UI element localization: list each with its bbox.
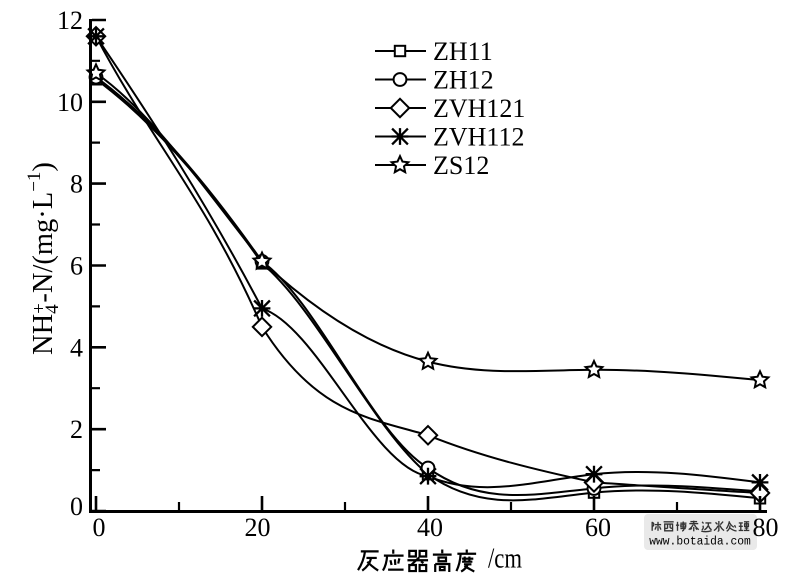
svg-text:2: 2 bbox=[70, 415, 83, 444]
svg-text:ZVH112: ZVH112 bbox=[433, 123, 524, 152]
svg-text:NH4+-N/(mg·L−1): NH4+-N/(mg·L−1) bbox=[24, 162, 63, 355]
svg-text:80: 80 bbox=[753, 513, 779, 542]
svg-text:www.botaida.com: www.botaida.com bbox=[649, 536, 751, 549]
svg-text:ZS12: ZS12 bbox=[433, 151, 489, 180]
svg-text:/cm: /cm bbox=[488, 543, 522, 575]
svg-text:ZH11: ZH11 bbox=[433, 37, 493, 66]
svg-text:12: 12 bbox=[57, 6, 83, 35]
svg-text:60: 60 bbox=[585, 513, 611, 542]
svg-text:ZH12: ZH12 bbox=[433, 66, 494, 95]
svg-text:20: 20 bbox=[245, 513, 271, 542]
svg-text:0: 0 bbox=[70, 492, 83, 521]
svg-text:0: 0 bbox=[93, 513, 106, 542]
svg-text:40: 40 bbox=[417, 513, 443, 542]
svg-text:8: 8 bbox=[70, 170, 83, 199]
svg-text:6: 6 bbox=[70, 252, 83, 281]
svg-text:4: 4 bbox=[70, 333, 83, 362]
svg-text:10: 10 bbox=[57, 88, 83, 117]
svg-text:ZVH121: ZVH121 bbox=[433, 94, 525, 123]
